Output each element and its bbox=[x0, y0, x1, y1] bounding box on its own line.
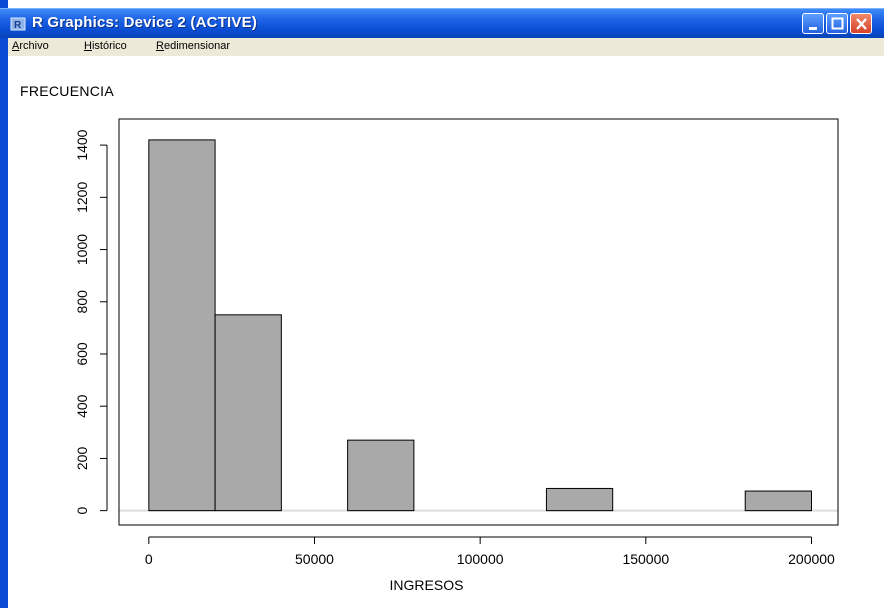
menu-archivo[interactable]: Archivo bbox=[12, 40, 49, 52]
y-tick-label: 1000 bbox=[74, 234, 90, 265]
x-tick-label: 150000 bbox=[622, 551, 669, 567]
histogram-bar bbox=[744, 490, 812, 512]
y-tick-label: 400 bbox=[74, 394, 90, 418]
y-tick-label: 1400 bbox=[74, 129, 90, 160]
title-bar[interactable]: R R Graphics: Device 2 (ACTIVE) bbox=[0, 8, 884, 38]
histogram-bar bbox=[545, 487, 614, 512]
minimize-icon bbox=[809, 27, 817, 30]
maximize-button[interactable] bbox=[826, 13, 848, 34]
y-tick-label: 1200 bbox=[74, 182, 90, 213]
x-tick-label: 100000 bbox=[457, 551, 504, 567]
y-tick-label: 200 bbox=[74, 447, 90, 471]
menu-redimensionar[interactable]: Redimensionar bbox=[156, 40, 230, 52]
x-tick-label: 200000 bbox=[788, 551, 835, 567]
r-app-icon: R bbox=[10, 17, 26, 31]
y-axis-label: FRECUENCIA bbox=[20, 83, 115, 99]
close-button[interactable] bbox=[850, 13, 872, 34]
maximize-icon bbox=[831, 17, 844, 30]
minimize-button[interactable] bbox=[802, 13, 824, 34]
close-icon bbox=[856, 18, 867, 30]
menu-historico[interactable]: Histórico bbox=[84, 40, 127, 52]
window-title: R Graphics: Device 2 (ACTIVE) bbox=[32, 14, 258, 31]
histogram-bar bbox=[214, 314, 282, 512]
menu-bar: Archivo Histórico Redimensionar bbox=[8, 38, 884, 56]
x-tick-label: 50000 bbox=[295, 551, 334, 567]
plot-box bbox=[118, 118, 839, 526]
y-tick-label: 0 bbox=[74, 507, 90, 515]
svg-text:R: R bbox=[14, 20, 22, 31]
y-tick-label: 600 bbox=[74, 342, 90, 366]
y-tick-label: 800 bbox=[74, 290, 90, 314]
x-tick-label: 0 bbox=[145, 551, 153, 567]
histogram-bar bbox=[148, 139, 216, 512]
x-axis-label: INGRESOS bbox=[390, 577, 464, 593]
histogram-bar bbox=[347, 439, 415, 512]
